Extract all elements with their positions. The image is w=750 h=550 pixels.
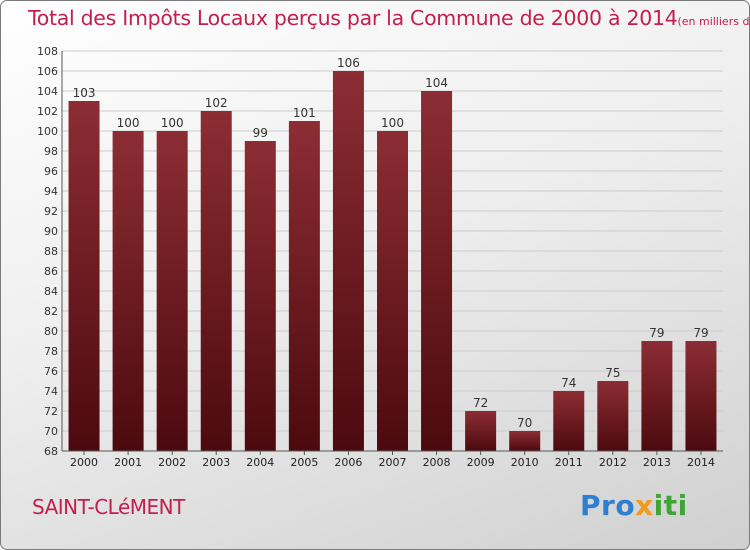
- y-tick-label: 72: [44, 405, 58, 418]
- y-tick-label: 76: [44, 365, 58, 378]
- data-label: 72: [473, 396, 488, 410]
- data-label: 75: [605, 366, 620, 380]
- y-tick-label: 92: [44, 205, 58, 218]
- commune-name: SAINT-CLéMENT: [32, 495, 185, 519]
- data-label: 74: [561, 376, 576, 390]
- y-tick-label: 74: [44, 385, 58, 398]
- x-tick-label: 2010: [511, 456, 539, 469]
- bar-2003: [200, 111, 232, 451]
- bar-2004: [244, 141, 276, 451]
- bar-2002: [156, 131, 188, 451]
- x-tick-label: 2007: [379, 456, 407, 469]
- y-tick-label: 98: [44, 145, 58, 158]
- x-tick-label: 2001: [114, 456, 142, 469]
- logo-part-2: x: [635, 489, 654, 522]
- y-tick-label: 82: [44, 305, 58, 318]
- y-tick-label: 70: [44, 425, 58, 438]
- y-tick-label: 104: [37, 85, 58, 98]
- bar-2000: [68, 101, 100, 451]
- data-label: 99: [253, 126, 268, 140]
- y-tick-label: 108: [37, 45, 58, 58]
- y-tick-label: 100: [37, 125, 58, 138]
- y-tick-label: 80: [44, 325, 58, 338]
- x-tick-label: 2008: [423, 456, 451, 469]
- proxiti-logo: Proxiti: [580, 489, 688, 522]
- unit-label: (en milliers d'€): [677, 15, 750, 28]
- bar-2012: [597, 381, 629, 451]
- data-label: 79: [649, 326, 664, 340]
- bar-layer: [68, 71, 717, 451]
- y-tick-label: 90: [44, 225, 58, 238]
- y-tick-label: 102: [37, 105, 58, 118]
- x-tick-label: 2006: [334, 456, 362, 469]
- title-text: Total des Impôts Locaux perçus par la Co…: [28, 6, 678, 30]
- y-tick-label: 94: [44, 185, 58, 198]
- y-tick-label: 106: [37, 65, 58, 78]
- data-label: 70: [517, 416, 532, 430]
- bar-2006: [332, 71, 364, 451]
- y-tick-label: 68: [44, 445, 58, 458]
- bar-2013: [641, 341, 673, 451]
- x-tick-label: 2003: [202, 456, 230, 469]
- x-tick-label: 2009: [467, 456, 495, 469]
- bar-2005: [288, 121, 320, 451]
- data-label: 104: [425, 76, 448, 90]
- bar-2011: [553, 391, 585, 451]
- data-label: 100: [117, 116, 140, 130]
- x-tick-label: 2005: [290, 456, 318, 469]
- bar-2007: [377, 131, 408, 451]
- chart-title: Total des Impôts Locaux perçus par la Co…: [28, 6, 750, 30]
- x-tick-label: 2004: [246, 456, 274, 469]
- data-label: 103: [73, 86, 96, 100]
- axis-layer: 68 70 72 74 76 78 80 82 84 86 88 90 92 94 96 98 100 102 10…: [37, 45, 723, 469]
- data-label: 100: [161, 116, 184, 130]
- bar-2001: [112, 131, 144, 451]
- y-tick-label: 88: [44, 245, 58, 258]
- bar-2010: [509, 431, 541, 451]
- x-tick-label: 2012: [599, 456, 627, 469]
- bar-2014: [685, 341, 717, 451]
- data-label: 100: [381, 116, 404, 130]
- bar-2008: [421, 91, 453, 451]
- data-label: 106: [337, 56, 360, 70]
- logo-part-3: iti: [653, 489, 688, 522]
- x-tick-label: 2011: [555, 456, 583, 469]
- data-label: 79: [693, 326, 708, 340]
- logo-part-1: Pro: [580, 489, 636, 522]
- y-tick-label: 78: [44, 345, 58, 358]
- y-tick-label: 96: [44, 165, 58, 178]
- x-tick-label: 2014: [687, 456, 715, 469]
- data-label: 101: [293, 106, 316, 120]
- y-tick-label: 84: [44, 285, 58, 298]
- y-tick-label: 86: [44, 265, 58, 278]
- data-label: 102: [205, 96, 228, 110]
- x-tick-label: 2013: [643, 456, 671, 469]
- x-tick-label: 2000: [70, 456, 98, 469]
- x-tick-label: 2002: [158, 456, 186, 469]
- bar-2009: [465, 411, 497, 451]
